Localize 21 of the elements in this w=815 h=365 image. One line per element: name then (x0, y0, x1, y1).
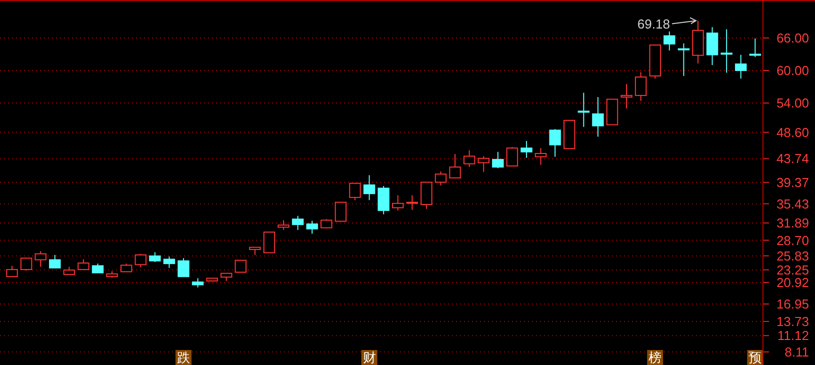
y-tick-label: 48.60 (776, 124, 809, 140)
y-tick-label: 11.12 (777, 328, 809, 344)
x-tick-label: 财 (362, 350, 376, 365)
x-tick-label: 跌 (176, 350, 190, 365)
y-tick-label: 28.70 (776, 232, 809, 248)
y-tick-label: 60.00 (776, 63, 809, 78)
y-tick-label: 20.92 (776, 274, 809, 290)
y-tick-label: 35.43 (776, 196, 809, 212)
x-tick-label: 预 (748, 350, 762, 365)
y-tick-label: 16.95 (776, 296, 809, 312)
x-tick-label: 榜 (648, 350, 662, 365)
y-tick-label: 13.73 (776, 314, 809, 329)
y-tick-label: 23.25 (776, 262, 809, 278)
y-tick-label: 8.11 (784, 344, 809, 360)
y-tick-label: 39.37 (776, 174, 809, 190)
y-tick-label: 25.83 (776, 248, 809, 264)
y-tick-label: 66.00 (776, 30, 809, 46)
annotation: 69.18 (637, 16, 670, 32)
y-tick-label: 54.00 (776, 96, 809, 111)
y-tick-label: 43.74 (776, 151, 809, 166)
y-tick-label: 31.89 (776, 215, 809, 230)
